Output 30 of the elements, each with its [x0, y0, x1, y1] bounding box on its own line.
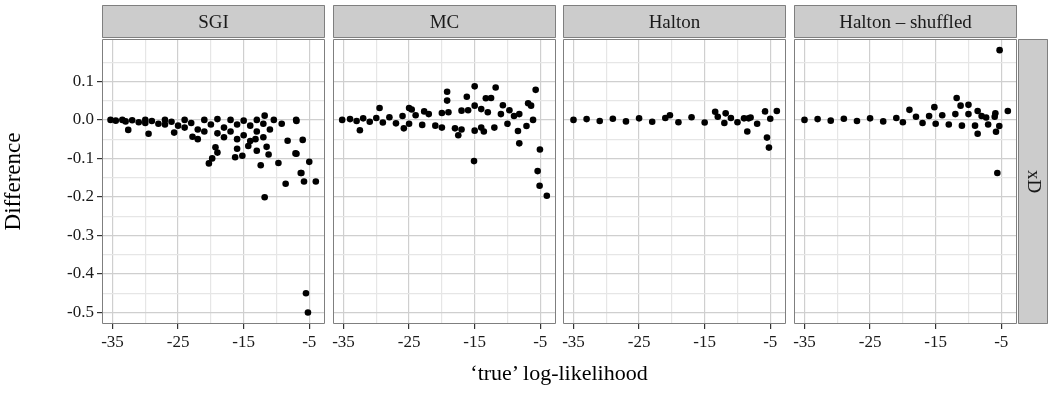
x-tick-label: -15 [462, 331, 486, 351]
x-tick-label: -25 [166, 331, 190, 351]
x-tick-label: -25 [397, 331, 420, 351]
y-tick-label: -0.2 [67, 186, 94, 206]
y-tick-label: 0.1 [72, 70, 94, 90]
y-tick-label: -0.3 [67, 224, 94, 244]
x-tick-label: -5 [763, 331, 778, 351]
x-tick-label: -35 [101, 331, 124, 351]
y-tick-label: 0.0 [72, 109, 94, 129]
y-tick-label: -0.4 [67, 263, 95, 283]
text: xD [1023, 169, 1045, 194]
x-axis-title: ‘true’ log-likelihood [470, 360, 648, 386]
x-tick-label: -5 [302, 331, 317, 351]
x-tick-label: -15 [232, 331, 256, 351]
x-tick-label: -35 [562, 331, 585, 351]
x-tick-label: -35 [331, 331, 355, 351]
y-tick-label: -0.5 [67, 301, 94, 321]
y-tick-label: -0.1 [67, 147, 94, 167]
y-axis-title: Difference [0, 132, 25, 231]
x-tick-label: -35 [792, 331, 816, 351]
chart-title: Halton – shuffled [838, 10, 972, 32]
chart-title: Halton [648, 10, 701, 32]
x-tick-label: -25 [627, 331, 651, 351]
x-tick-label: -5 [532, 331, 547, 351]
x-tick-label: -25 [858, 331, 881, 351]
chart-title: SGI [198, 10, 229, 32]
x-tick-label: -15 [693, 331, 717, 351]
chart-title: MC [429, 10, 459, 32]
x-tick-label: -5 [993, 331, 1008, 351]
x-tick-label: -15 [923, 331, 947, 351]
